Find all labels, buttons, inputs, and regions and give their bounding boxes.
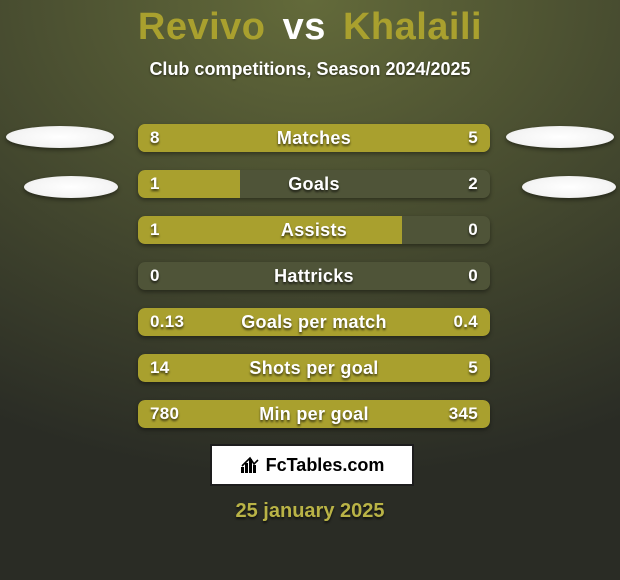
stat-value-right: 0 [468,216,478,244]
player1-badge-top [6,126,114,148]
stat-row: 780Min per goal345 [138,400,490,428]
player1-badge-mid [24,176,118,198]
subtitle: Club competitions, Season 2024/2025 [0,59,620,80]
stat-label: Assists [138,216,490,244]
player2-badge-top [506,126,614,148]
stat-label: Goals [138,170,490,198]
stat-label: Min per goal [138,400,490,428]
stat-row: 1Assists0 [138,216,490,244]
fctables-chart-icon [240,455,262,475]
stat-label: Shots per goal [138,354,490,382]
stat-bars: 8Matches51Goals21Assists00Hattricks00.13… [138,124,490,446]
stat-value-right: 5 [468,354,478,382]
player2-name: Khalaili [343,6,482,48]
stat-row: 0Hattricks0 [138,262,490,290]
stat-row: 1Goals2 [138,170,490,198]
stat-value-right: 0 [468,262,478,290]
vs-label: vs [277,6,332,48]
generation-date: 25 january 2025 [0,500,620,523]
fctables-logo-text: FcTables.com [266,455,385,476]
player1-name: Revivo [138,6,266,48]
stat-value-right: 5 [468,124,478,152]
stat-row: 8Matches5 [138,124,490,152]
stat-value-right: 345 [449,400,478,428]
fctables-logo: FcTables.com [210,444,414,486]
stat-value-right: 2 [468,170,478,198]
page-title: Revivo vs Khalaili [0,0,620,49]
stat-row: 14Shots per goal5 [138,354,490,382]
stat-label: Matches [138,124,490,152]
player2-badge-mid [522,176,616,198]
stat-row: 0.13Goals per match0.4 [138,308,490,336]
stat-value-right: 0.4 [453,308,478,336]
content-root: Revivo vs Khalaili Club competitions, Se… [0,0,620,580]
stat-label: Goals per match [138,308,490,336]
stat-label: Hattricks [138,262,490,290]
